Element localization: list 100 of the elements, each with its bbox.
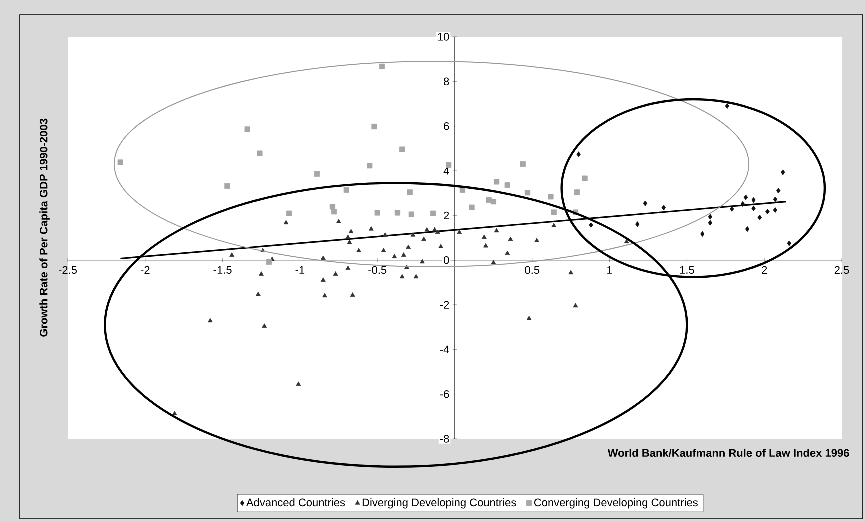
point — [484, 243, 488, 248]
x-tick-label: -0.5 — [368, 266, 387, 274]
legend-label: Diverging Developing Countries — [362, 498, 516, 509]
point — [331, 209, 338, 215]
point — [582, 176, 588, 182]
point — [469, 204, 475, 210]
point — [490, 199, 496, 205]
point — [662, 205, 666, 211]
point — [436, 230, 440, 234]
point — [482, 234, 487, 240]
point — [752, 206, 756, 212]
point — [208, 318, 213, 323]
point — [576, 152, 581, 158]
point — [266, 259, 272, 265]
y-tick-label: -6 — [440, 390, 450, 398]
point — [346, 234, 351, 240]
point — [394, 210, 401, 216]
point — [379, 64, 386, 70]
point — [708, 220, 713, 226]
point — [256, 292, 261, 296]
point — [708, 214, 713, 220]
y-tick-label: -2 — [440, 301, 450, 309]
point — [320, 256, 326, 260]
point — [552, 223, 557, 228]
point — [568, 270, 574, 275]
x-tick-label: 1.5 — [680, 266, 694, 274]
point — [520, 161, 526, 168]
point — [367, 163, 373, 169]
point — [414, 274, 419, 279]
point — [494, 179, 500, 185]
y-tick-label: 0 — [444, 256, 450, 264]
point — [406, 244, 412, 250]
point — [407, 190, 413, 196]
point — [422, 236, 426, 242]
x-tick-label: -1 — [296, 266, 305, 274]
point — [118, 160, 124, 166]
y-tick-label: 2 — [444, 212, 450, 220]
y-tick-label: 8 — [444, 78, 450, 86]
point — [643, 200, 648, 206]
point — [333, 272, 338, 276]
point — [438, 244, 444, 248]
y-tick-label: 10 — [438, 33, 450, 41]
point — [781, 170, 786, 176]
point — [320, 278, 326, 282]
point — [526, 316, 532, 320]
point — [491, 260, 496, 265]
point — [322, 293, 328, 298]
x-tick-label: -1.5 — [214, 266, 232, 274]
point — [284, 220, 289, 225]
point — [574, 190, 580, 196]
point — [740, 201, 746, 208]
x-tick-label: -2 — [141, 266, 150, 274]
point — [372, 124, 378, 130]
point — [766, 209, 770, 215]
point — [356, 248, 362, 252]
point — [700, 231, 705, 237]
point — [230, 252, 235, 257]
point — [410, 232, 416, 237]
legend-label: Advanced Countries — [246, 498, 346, 507]
point — [262, 324, 268, 328]
point — [758, 214, 762, 220]
x-tick-label: 2 — [762, 266, 768, 274]
point — [534, 238, 540, 242]
y-tick-label: 4 — [444, 167, 450, 175]
point — [730, 206, 734, 212]
point — [346, 266, 351, 270]
x-tick-label: 2.5 — [834, 266, 850, 274]
point — [524, 190, 531, 196]
point — [224, 183, 230, 189]
legend-label: Converging Developing Countries — [534, 498, 698, 509]
point — [344, 187, 350, 193]
point — [368, 226, 374, 231]
point — [374, 210, 380, 216]
point — [504, 182, 510, 188]
point — [773, 208, 778, 214]
point — [745, 226, 750, 232]
y-axis-title: Growth Rate of Per Capita GDP 1990-2003 — [40, 118, 50, 337]
point — [286, 210, 292, 216]
point — [494, 228, 500, 233]
x-axis-title: World Bank/Kaufmann Rule of Law Index 1996 — [608, 448, 850, 458]
point — [382, 232, 388, 237]
point — [244, 126, 250, 132]
point — [400, 274, 405, 279]
point — [430, 210, 436, 216]
point — [505, 250, 510, 256]
point — [330, 204, 336, 210]
point — [392, 254, 398, 258]
point — [336, 219, 342, 224]
point — [314, 171, 320, 177]
point — [347, 240, 352, 244]
point — [636, 222, 640, 228]
point — [296, 382, 302, 386]
y-tick-label: -8 — [440, 435, 450, 443]
point — [420, 259, 425, 264]
point — [408, 212, 414, 218]
point — [259, 272, 264, 276]
point — [348, 229, 354, 234]
point — [401, 252, 406, 257]
x-tick-label: 0.5 — [525, 266, 540, 274]
y-tick-label: -4 — [440, 346, 450, 354]
